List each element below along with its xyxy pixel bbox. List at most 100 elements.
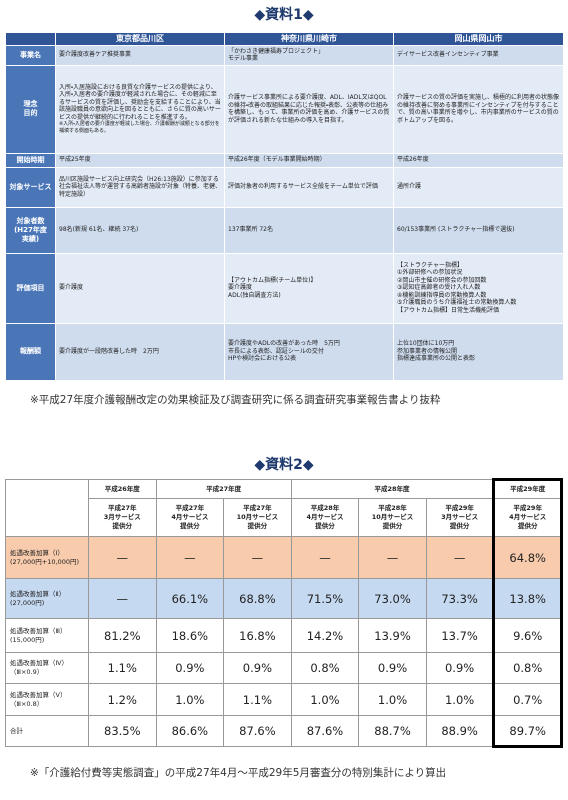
period-line: 3月サービス bbox=[103, 513, 141, 521]
label-line: （Ⅲ×0.8） bbox=[10, 699, 44, 708]
row-label: 処遇改善加算（Ⅰ） (27,000円+10,000円) bbox=[5, 536, 89, 579]
cell: 通所介護 bbox=[393, 166, 564, 208]
table-row: 処遇改善加算（Ⅱ） (27,000円) —66.1% 68.8% 71.5% 73.0% 7… bbox=[5, 578, 563, 619]
cell: 評価対象者の利用するサービス全般をチーム単位で評価 bbox=[224, 166, 394, 208]
value-cell: 14.2% bbox=[290, 618, 360, 653]
corner-cell bbox=[5, 32, 56, 46]
value-cell: 0.9% bbox=[358, 652, 427, 684]
cell: 「かわさき健康福寿プロジェクト」 モデル事業 bbox=[224, 44, 394, 66]
label-line: 処遇改善加算（Ⅱ） bbox=[10, 589, 66, 598]
value-cell: 68.8% bbox=[223, 578, 292, 619]
value-cell: 73.3% bbox=[425, 578, 495, 619]
value-cell: 0.9% bbox=[155, 652, 225, 684]
period-cell: 平成28年 4月サービス 提供分 bbox=[290, 498, 360, 537]
label-line: (27,000円) bbox=[10, 598, 45, 607]
row-label: 合計 bbox=[5, 715, 89, 747]
value-cell: 9.6% bbox=[492, 618, 563, 653]
table-row: 理念 目的 入所・入居施設における良質な介護サービスの提供により、入所・入居者の要介… bbox=[5, 64, 564, 154]
cell-line: 60/153事業所 (ストラクチャー指標で選抜) bbox=[397, 226, 515, 234]
table-row: 対象サービス 品川区施設サービス向上研究会（H26:13施設）に参加する社会福祉法… bbox=[5, 166, 564, 208]
label-line: 評価項目 bbox=[16, 283, 45, 292]
label-line: (27,000円+10,000円) bbox=[10, 557, 80, 566]
cell: 平成25年度 bbox=[55, 152, 225, 168]
value-cell: 66.1% bbox=[155, 578, 225, 619]
cell-line: ⑤介護職員のうち介護福祉士の常勤換算人数 bbox=[397, 299, 517, 307]
period-line: 10月サービス bbox=[371, 513, 414, 521]
cell-line: HPや検討会における公表 bbox=[228, 355, 297, 363]
cell-line: 上位10団体に10万円 bbox=[397, 340, 455, 348]
period-line: 4月サービス bbox=[171, 513, 209, 521]
period-line: 10月サービス bbox=[236, 513, 279, 521]
label-line: (H27年度 bbox=[14, 225, 47, 234]
cell-line: 【ストラクチャー指標】 bbox=[397, 261, 463, 269]
year-cell: 平成26年度 bbox=[88, 479, 157, 499]
cell-line: 入所・入居施設における良質な介護サービスの提供により、入所・入居者の要介護度が軽… bbox=[59, 83, 221, 121]
period-cell: 平成29年 3月サービス 提供分 bbox=[425, 498, 495, 537]
row-label: 処遇改善加算（Ⅲ） (15,000円) bbox=[5, 618, 89, 653]
value-cell: 1.0% bbox=[358, 683, 427, 716]
cell-line: ①外部研修への参加状況 bbox=[397, 269, 463, 277]
value-cell: 81.2% bbox=[88, 618, 157, 653]
value-cell: 87.6% bbox=[290, 715, 360, 747]
table-row: 対象者数 (H27年度 実績) 98名(新規 61名、継続 37名) 137事業所 72… bbox=[5, 206, 564, 254]
cell: 60/153事業所 (ストラクチャー指標で選抜) bbox=[393, 206, 564, 254]
cell-line: ②岡山市主催の研修会の参加回数 bbox=[397, 276, 487, 284]
row-label: 処遇改善加算（Ⅱ） (27,000円) bbox=[5, 578, 89, 619]
table-row: 評価項目 要介護度 【アウトカム指標(チーム単位)】 要介護度 ADL(独自調査方法) 【… bbox=[5, 252, 564, 324]
year-cell: 平成29年度 bbox=[492, 478, 563, 499]
year-row: 平成26年度 平成27年度 平成28年度 平成29年度 bbox=[5, 478, 563, 537]
cell: 平成26年度 bbox=[393, 152, 564, 168]
cell-line: 評価対象者の利用するサービス全般をチーム単位で評価 bbox=[228, 183, 378, 191]
header-cell: 東京都品川区 bbox=[55, 32, 225, 46]
value-cell: 0.8% bbox=[492, 652, 563, 684]
cell-line: 品川区施設サービス向上研究会（H26:13施設）に参加する社会福祉法人等が運営す… bbox=[59, 175, 222, 198]
doc1-title: ◆資料1◆ bbox=[254, 7, 314, 23]
cell: 入所・入居施設における良質な介護サービスの提供により、入所・入居者の要介護度が軽… bbox=[55, 64, 225, 154]
row-label: 報酬額 bbox=[5, 322, 56, 381]
table-row: 処遇改善加算（Ⅰ） (27,000円+10,000円) — — — — — —64.8% bbox=[5, 536, 563, 579]
label-line: 目的 bbox=[23, 109, 38, 117]
row-label: 理念 目的 bbox=[5, 64, 56, 154]
header-cell: 岡山県岡山市 bbox=[393, 32, 564, 46]
table-row: 事業名 要介護度改善ケア推奨事業 「かわさき健康福寿プロジェクト」 モデル事業 デイサー… bbox=[5, 44, 564, 66]
label-line: 処遇改善加算（Ⅳ） bbox=[10, 659, 68, 667]
cell-line: 通所介護 bbox=[397, 183, 422, 191]
doc1-table: 東京都品川区 神奈川県川崎市 岡山県岡山市 事業名 要介護度改善ケア推奨事業 「かわさき健… bbox=[5, 32, 564, 381]
cell-line: 要介護度改善ケア推奨事業 bbox=[59, 51, 132, 59]
cell-line: 指標達成事業所の公開と表彰 bbox=[397, 355, 476, 363]
cell: 98名(新規 61名、継続 37名) bbox=[55, 206, 225, 254]
cell-line: 平成26年度 bbox=[397, 156, 429, 164]
period-cell: 平成27年 4月サービス 提供分 bbox=[155, 498, 225, 537]
period-line: 提供分 bbox=[180, 522, 200, 530]
period-cell: 平成29年 4月サービス 提供分 bbox=[492, 498, 563, 537]
value-cell: 87.6% bbox=[223, 715, 292, 747]
row-label: 処遇改善加算（Ⅳ） （Ⅲ×0.9） bbox=[5, 652, 89, 684]
value-cell: 1.1% bbox=[223, 683, 292, 716]
cell: 介護サービスの質の評価を実施し、積極的に利用者の状態像の維持改善に努める事業所に… bbox=[393, 64, 564, 154]
value-cell: 64.8% bbox=[492, 536, 563, 579]
row-label: 対象サービス bbox=[5, 166, 56, 208]
label-line: 合計 bbox=[10, 726, 23, 735]
period-line: 平成27年 bbox=[108, 504, 137, 512]
period-line: 平成27年 bbox=[175, 504, 205, 512]
table-row: 報酬額 要介護度が一段階改善した時 2万円 要介護度やADLの改善があった時 5万円… bbox=[5, 322, 564, 381]
row-label: 事業名 bbox=[5, 44, 56, 66]
value-cell: — bbox=[155, 536, 225, 579]
value-cell: 89.7% bbox=[492, 715, 563, 748]
cell-line: 【アウトカム指標(チーム単位)】 bbox=[228, 276, 317, 284]
value-cell: 13.9% bbox=[358, 618, 427, 653]
period-line: 3月サービス bbox=[441, 513, 479, 521]
value-cell: 18.6% bbox=[155, 618, 225, 653]
year-cell: 平成28年度 bbox=[290, 479, 495, 499]
cell-line: 市長による表彰、認証シールの交付 bbox=[228, 347, 324, 355]
period-row: 平成27年 3月サービス 提供分 平成27年 4月サービス 提供分 平成27年 10月サービス… bbox=[6, 498, 563, 537]
cell: デイサービス改善インセンティブ事業 bbox=[393, 44, 564, 66]
period-cell: 平成27年 3月サービス 提供分 bbox=[88, 498, 157, 537]
cell-line: 137事業所 72名 bbox=[228, 226, 273, 234]
label-line: （Ⅲ×0.9） bbox=[10, 668, 44, 676]
label-line: 事業名 bbox=[20, 50, 41, 59]
cell-line: モデル事業 bbox=[228, 55, 259, 62]
period-line: 提供分 bbox=[112, 522, 133, 530]
value-cell: — bbox=[88, 578, 157, 619]
cell-line: 参加事業者の情報公開 bbox=[397, 347, 458, 355]
